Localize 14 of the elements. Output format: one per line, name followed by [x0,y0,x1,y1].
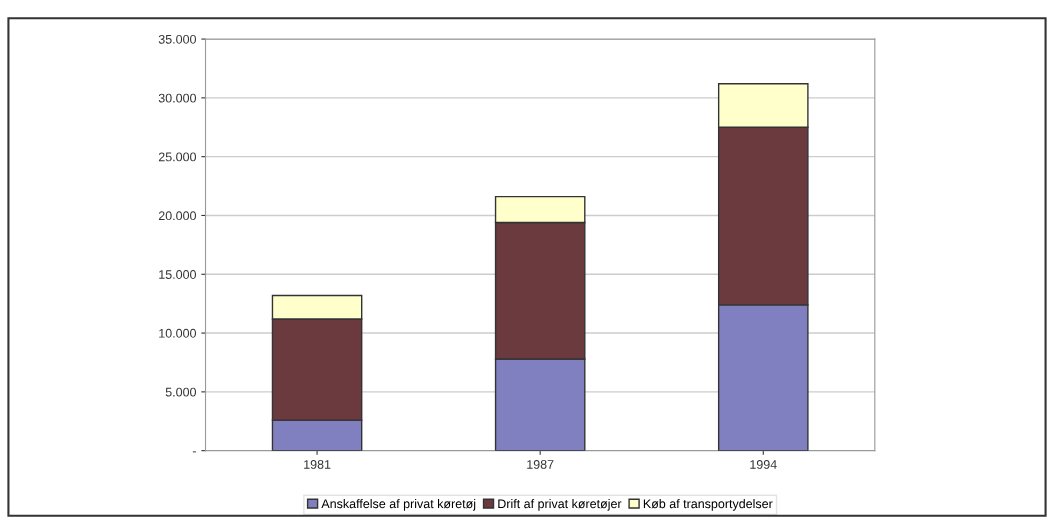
y-tick-label: 25.000 [158,152,197,162]
y-tick-label: 20.000 [158,211,197,221]
y-tick-label: 35.000 [158,34,197,44]
legend-label: Drift af privat køretøjer [498,498,622,511]
x-tick-label: 1987 [527,460,554,469]
legend-label: Køb af transportydelser [643,498,773,511]
legend-label: Anskaffelse af privat køretøj [321,498,476,511]
x-tick-label: 1981 [304,460,331,469]
y-tick-label: 15.000 [159,270,197,279]
y-tick-label: 10.000 [159,328,197,338]
y-tick-label: 5.000 [165,387,197,397]
y-tick-label: 30.000 [158,93,197,103]
y-tick-label: - [192,451,196,453]
x-tick-label: 1994 [750,460,777,469]
